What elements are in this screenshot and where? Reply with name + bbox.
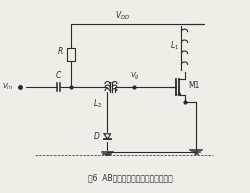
Text: $V_g$: $V_g$: [130, 71, 140, 82]
Text: M1: M1: [188, 81, 200, 90]
Text: D: D: [94, 132, 100, 141]
Text: 图6  AB类栅极二极管偏置方式电路图: 图6 AB类栅极二极管偏置方式电路图: [88, 174, 172, 183]
Text: $V_{DD}$: $V_{DD}$: [115, 10, 130, 22]
Text: $L_1$: $L_1$: [170, 40, 179, 52]
Text: $L_2$: $L_2$: [93, 97, 102, 110]
Text: $V_{in}$: $V_{in}$: [2, 82, 13, 92]
Text: R: R: [57, 47, 62, 56]
Text: C: C: [56, 71, 62, 80]
Bar: [66, 48, 75, 61]
